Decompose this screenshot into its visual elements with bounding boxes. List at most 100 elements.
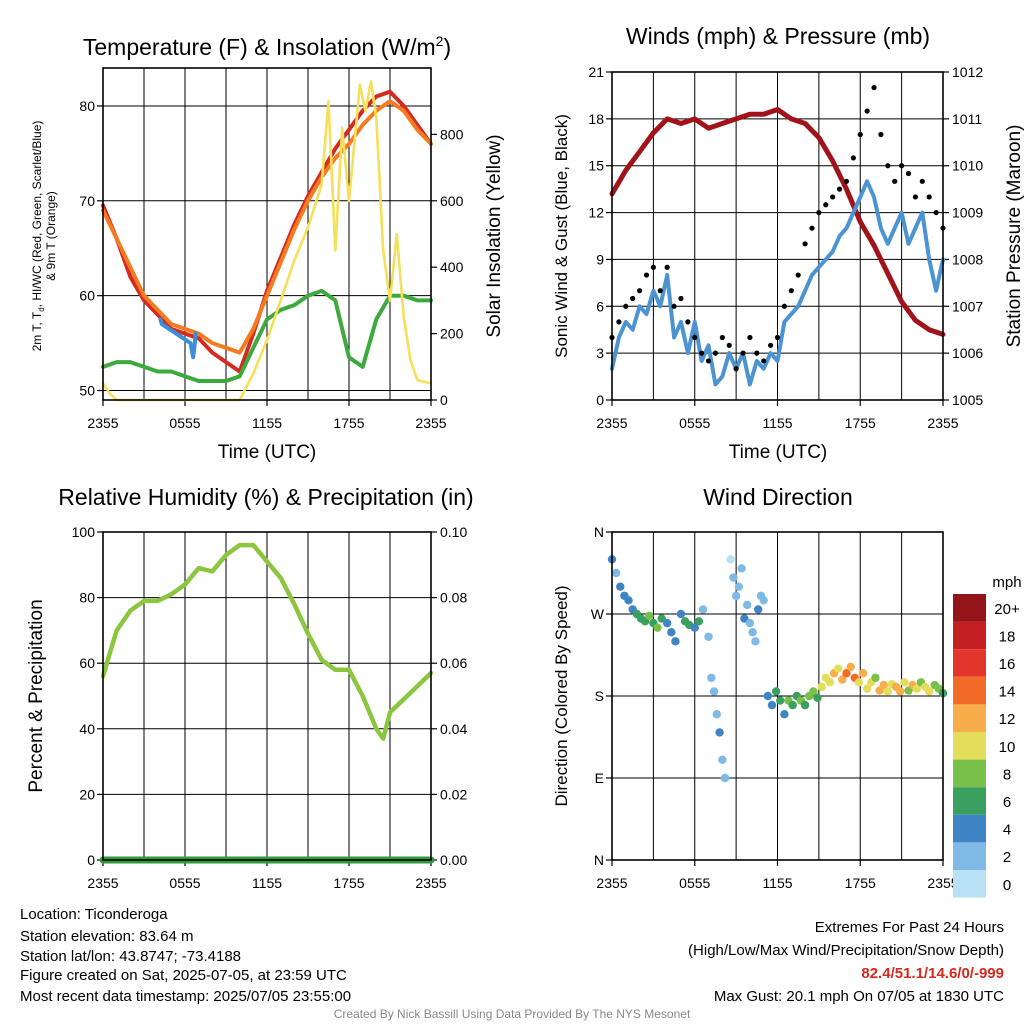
x-tick-label: 0555	[679, 875, 710, 891]
legend-label: 8	[1003, 766, 1011, 783]
gust-point	[885, 163, 891, 169]
direction-point	[657, 614, 666, 623]
y-tick-label-left: 12	[588, 205, 604, 221]
gust-point	[774, 334, 781, 341]
series-line-sonic	[610, 179, 945, 387]
direction-point	[833, 664, 843, 673]
direction-point	[737, 564, 746, 573]
x-tick-label: 1155	[252, 415, 282, 431]
gust-point	[788, 288, 794, 294]
direction-title: Wind Direction	[703, 484, 853, 510]
y-tick-label-right: 200	[440, 326, 464, 342]
plot-frame	[102, 67, 432, 401]
winds-ylabel-left: Sonic Wind & Gust (Blue, Black)	[552, 114, 571, 358]
gust-point	[802, 241, 808, 247]
legend-label: 12	[999, 711, 1016, 728]
gust-point	[905, 170, 912, 177]
direction-point	[763, 691, 773, 701]
y-tick-label-right: 0.00	[440, 852, 467, 868]
gust-point	[816, 209, 822, 216]
gust-point	[636, 288, 643, 294]
gust-point	[878, 131, 884, 138]
direction-point	[704, 632, 713, 641]
x-tick-label: 1155	[252, 875, 282, 891]
series-line-green	[101, 288, 433, 383]
direction-point	[759, 596, 768, 605]
direction-point	[753, 605, 763, 614]
legend-swatch	[953, 676, 986, 705]
y-tick-label-left: N	[594, 852, 604, 868]
x-tick-label: 1755	[333, 875, 364, 891]
legend-swatch	[953, 787, 986, 815]
direction-point	[767, 700, 777, 710]
gust-point	[919, 178, 925, 184]
x-tick-label: 0555	[169, 875, 200, 891]
direction-point	[900, 678, 909, 687]
gust-point	[899, 163, 905, 169]
y-tick-label-right: 0	[440, 392, 448, 408]
legend-swatch	[953, 594, 986, 622]
plot-frame	[611, 71, 944, 401]
gust-point	[795, 272, 801, 278]
gust-point	[692, 334, 698, 341]
gust-point	[685, 319, 691, 325]
direction-panel: Wind Direction N E S W N 2355 0555 1155 1755 2355…	[552, 484, 1022, 898]
legend-swatch	[953, 814, 986, 843]
direction-point	[788, 700, 797, 710]
humidity-title: Relative Humidity (%) & Precipitation (i…	[58, 484, 473, 510]
legend-label: 2	[1003, 849, 1011, 866]
direction-point	[671, 637, 680, 646]
y-tick-label-left: 18	[588, 111, 604, 127]
direction-point	[667, 628, 676, 637]
direction-point	[925, 687, 934, 696]
y-tick-label-right: 1008	[952, 251, 983, 267]
gust-point	[830, 194, 836, 200]
x-tick-label: 2355	[87, 415, 118, 431]
gust-point	[650, 264, 656, 270]
gust-point	[705, 358, 712, 364]
gust-point	[623, 303, 629, 309]
x-tick-label: 2355	[415, 415, 446, 431]
legend-swatch	[953, 759, 986, 788]
x-tick-label: 2355	[927, 415, 958, 431]
plot-frame	[102, 531, 432, 861]
direction-point	[883, 687, 893, 696]
gust-point	[616, 319, 622, 325]
direction-point	[825, 678, 835, 687]
legend-label: 10	[999, 739, 1016, 756]
gust-point	[671, 303, 677, 309]
station-latlon: Station lat/lon: 43.8747; -73.4188	[20, 948, 242, 965]
direction-point	[645, 611, 654, 621]
direction-point	[662, 618, 672, 628]
direction-point	[771, 687, 781, 696]
legend-label: 14	[999, 684, 1016, 701]
legend-swatch	[953, 732, 986, 760]
y-tick-label-left: 20	[79, 786, 95, 802]
humidity-plot-area: 0 20 40 60 80 100 0.00 0.02 0.04 0.06 0.08 0.10 2355…	[72, 524, 468, 891]
direction-point	[780, 710, 789, 719]
direction-point	[748, 628, 757, 637]
gust-point	[850, 155, 856, 161]
direction-point	[729, 573, 738, 582]
x-tick-label: 1155	[762, 415, 792, 431]
legend-label: 4	[1003, 822, 1011, 839]
station-location: Location: Ticonderoga	[20, 906, 168, 923]
legend-unit: mph	[992, 574, 1021, 591]
y-tick-label-left: 60	[79, 288, 95, 304]
direction-point	[709, 687, 719, 696]
extremes-title: Extremes For Past 24 Hours	[814, 919, 1004, 936]
humidity-panel: Relative Humidity (%) & Precipitation (i…	[26, 484, 474, 891]
x-tick-label: 2355	[596, 875, 627, 891]
direction-point	[616, 582, 625, 591]
gust-point	[643, 272, 650, 278]
extremes-definition: (High/Low/Max Wind/Precipitation/Snow De…	[688, 942, 1004, 959]
speed-color-legend: mph 20+ 18 16 14 12 10 8 6 4 2 0	[953, 574, 1022, 898]
y-tick-label-right: 0.04	[440, 721, 467, 737]
insolation-ylabel-right: Solar Insolation (Yellow)	[484, 134, 505, 337]
gust-point	[892, 178, 898, 184]
gust-point	[699, 350, 705, 356]
gust-point	[912, 194, 919, 200]
direction-point	[731, 591, 741, 600]
winds-plot-area: 0 3 6 9 12 15 18 21 1005 1006 1007 1008 1009 1010 1011…	[588, 64, 983, 431]
gust-point	[836, 186, 843, 192]
